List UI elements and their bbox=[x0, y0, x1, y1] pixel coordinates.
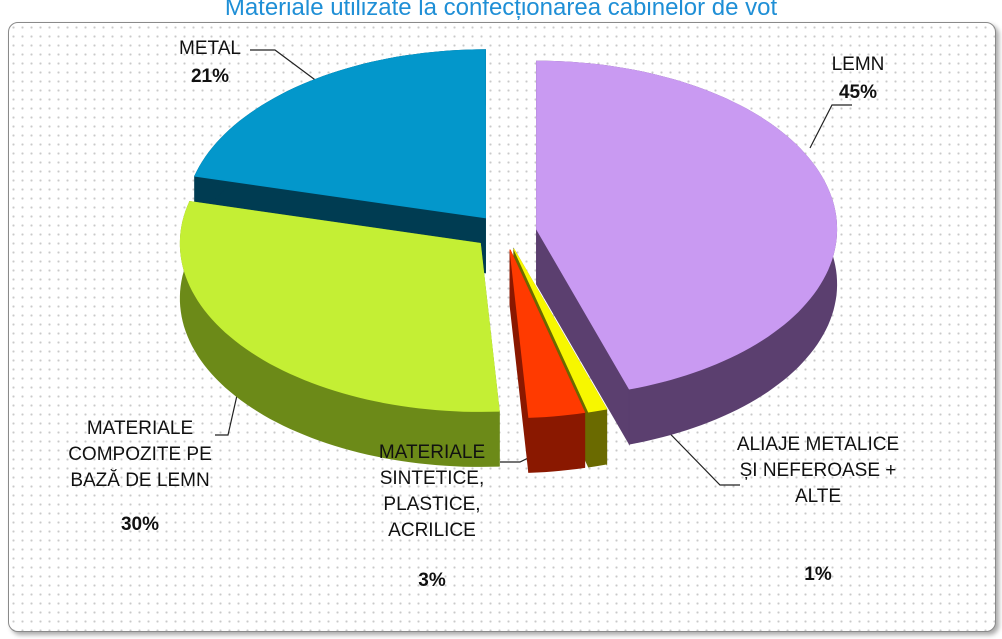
pie-slice bbox=[179, 201, 500, 467]
slice-value: 30% bbox=[120, 514, 160, 535]
slice-label: MATERIALE SINTETICE, PLASTICE, ACRILICE bbox=[378, 442, 486, 541]
slice-label: METAL bbox=[179, 38, 241, 59]
slice-top bbox=[536, 60, 838, 390]
slice-label: ALIAJE METALICE ȘI NEFEROASE + ALTE bbox=[736, 434, 900, 507]
slice-value: 45% bbox=[838, 82, 878, 103]
slice-wall bbox=[588, 408, 608, 468]
leader-line bbox=[250, 49, 319, 83]
slice-wall bbox=[528, 411, 586, 473]
slice-top bbox=[513, 248, 608, 413]
pie-slice bbox=[536, 60, 838, 446]
slice-value: 21% bbox=[190, 66, 230, 87]
slice-top bbox=[509, 249, 586, 418]
slice-top bbox=[179, 201, 500, 412]
chart-title: Materiale utilizate la confecționarea ca… bbox=[224, 0, 778, 21]
slice-label: LEMN bbox=[831, 54, 885, 75]
chart-frame bbox=[8, 22, 996, 632]
leader-line bbox=[809, 104, 852, 149]
pie-slice bbox=[509, 249, 586, 473]
slice-top bbox=[194, 49, 486, 219]
slice-label: MATERIALE COMPOZITE PE BAZĂ DE LEMN bbox=[68, 418, 212, 491]
slice-value: 3% bbox=[418, 570, 446, 591]
slice-value: 1% bbox=[804, 564, 832, 585]
